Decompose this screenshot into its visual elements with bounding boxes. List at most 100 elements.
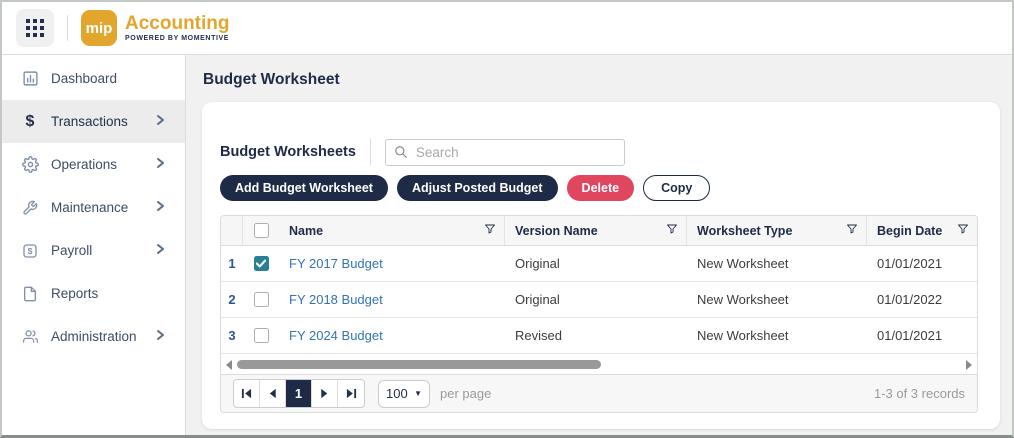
chevron-right-icon [156, 329, 165, 344]
table-row: 2 FY 2018 Budget Original New Worksheet … [221, 282, 977, 318]
column-header-version-name[interactable]: Version Name [505, 216, 687, 245]
filter-icon[interactable] [484, 223, 496, 238]
brand-block: Accounting POWERED BY MOMENTIVE [125, 13, 230, 43]
row-number: 3 [228, 328, 236, 343]
sidebar-item-dashboard[interactable]: Dashboard [2, 57, 185, 100]
sidebar-item-label: Reports [51, 286, 99, 301]
sidebar-item-label: Transactions [51, 114, 128, 129]
worksheet-name-link[interactable]: FY 2017 Budget [289, 256, 383, 271]
gear-icon [20, 156, 40, 173]
page-title: Budget Worksheet [203, 71, 340, 88]
next-page-button[interactable] [312, 380, 338, 407]
worksheet-name-link[interactable]: FY 2018 Budget [289, 292, 383, 307]
table-row: 3 FY 2024 Budget Revised New Worksheet 0… [221, 318, 977, 354]
row-checkbox[interactable] [253, 256, 269, 271]
top-header: mip Accounting POWERED BY MOMENTIVE [2, 2, 1012, 55]
chevron-right-icon [156, 200, 165, 215]
search-icon [395, 146, 407, 158]
chevron-right-icon [156, 157, 165, 172]
sidebar-nav: Dashboard $ Transactions Operations Main… [2, 55, 186, 435]
first-page-button[interactable] [234, 380, 260, 407]
table-row: 1 FY 2017 Budget Original New Worksheet … [221, 246, 977, 282]
version-name-cell: Original [515, 256, 560, 271]
pager: 1 [233, 379, 365, 408]
grid-icon [26, 19, 44, 37]
panel-divider [369, 139, 371, 165]
scroll-right-icon[interactable] [963, 359, 975, 370]
document-icon [20, 286, 40, 302]
sidebar-item-maintenance[interactable]: Maintenance [2, 186, 185, 229]
svg-text:$: $ [28, 246, 33, 256]
previous-page-button[interactable] [260, 380, 286, 407]
scrollbar-track[interactable] [235, 360, 963, 369]
sidebar-item-label: Dashboard [51, 71, 118, 86]
chevron-right-icon [156, 114, 165, 129]
column-header-begin-date[interactable]: Begin Date [867, 216, 977, 245]
row-number-header [221, 216, 243, 245]
row-number: 2 [228, 292, 236, 307]
grid-footer: 1 100 ▼ per page [221, 374, 977, 412]
sidebar-item-transactions[interactable]: $ Transactions [2, 100, 185, 143]
per-page-label: per page [440, 386, 492, 401]
begin-date-cell: 01/01/2021 [877, 328, 943, 343]
worksheet-type-cell: New Worksheet [697, 256, 789, 271]
filter-icon[interactable] [957, 223, 969, 238]
copy-button[interactable]: Copy [643, 175, 711, 201]
chevron-right-icon [156, 243, 165, 258]
wrench-icon [20, 200, 40, 216]
panel-title: Budget Worksheets [220, 144, 356, 160]
row-checkbox[interactable] [253, 328, 269, 343]
sidebar-item-label: Maintenance [51, 200, 129, 215]
select-all-checkbox[interactable] [253, 223, 269, 238]
begin-date-cell: 01/01/2022 [877, 292, 943, 307]
add-budget-worksheet-button[interactable]: Add Budget Worksheet [220, 175, 388, 201]
sidebar-item-label: Payroll [51, 243, 93, 258]
horizontal-scrollbar[interactable] [223, 357, 975, 372]
delete-button[interactable]: Delete [566, 175, 635, 201]
column-header-worksheet-type[interactable]: Worksheet Type [687, 216, 867, 245]
dropdown-caret-icon: ▼ [414, 389, 422, 398]
worksheet-type-cell: New Worksheet [697, 328, 789, 343]
row-checkbox[interactable] [253, 292, 269, 307]
last-page-button[interactable] [338, 380, 364, 407]
table-header-row: Name Version Name Worksheet Type Be [221, 216, 977, 246]
worksheets-grid: Name Version Name Worksheet Type Be [220, 215, 978, 413]
page-size-value: 100 [386, 386, 408, 401]
users-icon [20, 329, 40, 344]
current-page-button[interactable]: 1 [286, 380, 312, 407]
budget-worksheets-panel: Budget Worksheets Add Budget Worksheet A… [202, 102, 1000, 429]
sidebar-item-label: Operations [51, 157, 118, 172]
worksheet-type-cell: New Worksheet [697, 292, 789, 307]
records-count: 1-3 of 3 records [873, 386, 965, 401]
version-name-cell: Original [515, 292, 560, 307]
column-header-name[interactable]: Name [279, 216, 505, 245]
dollar-icon: $ [25, 112, 35, 130]
sidebar-item-label: Administration [51, 329, 137, 344]
adjust-posted-budget-button[interactable]: Adjust Posted Budget [396, 175, 558, 201]
filter-icon[interactable] [846, 223, 858, 238]
main-content: Budget Worksheet Budget Worksheets Add B… [186, 55, 1012, 435]
scroll-left-icon[interactable] [223, 359, 235, 370]
sidebar-item-reports[interactable]: Reports [2, 272, 185, 315]
brand-tagline: POWERED BY MOMENTIVE [125, 35, 230, 42]
row-number: 1 [228, 256, 236, 271]
search-box[interactable] [384, 138, 625, 166]
app-launcher-button[interactable] [16, 9, 54, 47]
sidebar-item-administration[interactable]: Administration [2, 315, 185, 358]
payroll-icon: $ [20, 243, 40, 259]
dashboard-icon [20, 70, 40, 87]
sidebar-item-payroll[interactable]: $ Payroll [2, 229, 185, 272]
header-divider [67, 15, 68, 41]
sidebar-item-operations[interactable]: Operations [2, 143, 185, 186]
page-size-dropdown[interactable]: 100 ▼ [378, 379, 430, 408]
filter-icon[interactable] [666, 223, 678, 238]
search-input[interactable] [415, 144, 616, 160]
mip-logo: mip [81, 10, 117, 46]
begin-date-cell: 01/01/2021 [877, 256, 943, 271]
scrollbar-thumb[interactable] [237, 360, 601, 369]
app-name: Accounting [125, 13, 230, 34]
worksheet-name-link[interactable]: FY 2024 Budget [289, 328, 383, 343]
version-name-cell: Revised [515, 328, 562, 343]
select-all-checkbox-cell [243, 216, 279, 245]
